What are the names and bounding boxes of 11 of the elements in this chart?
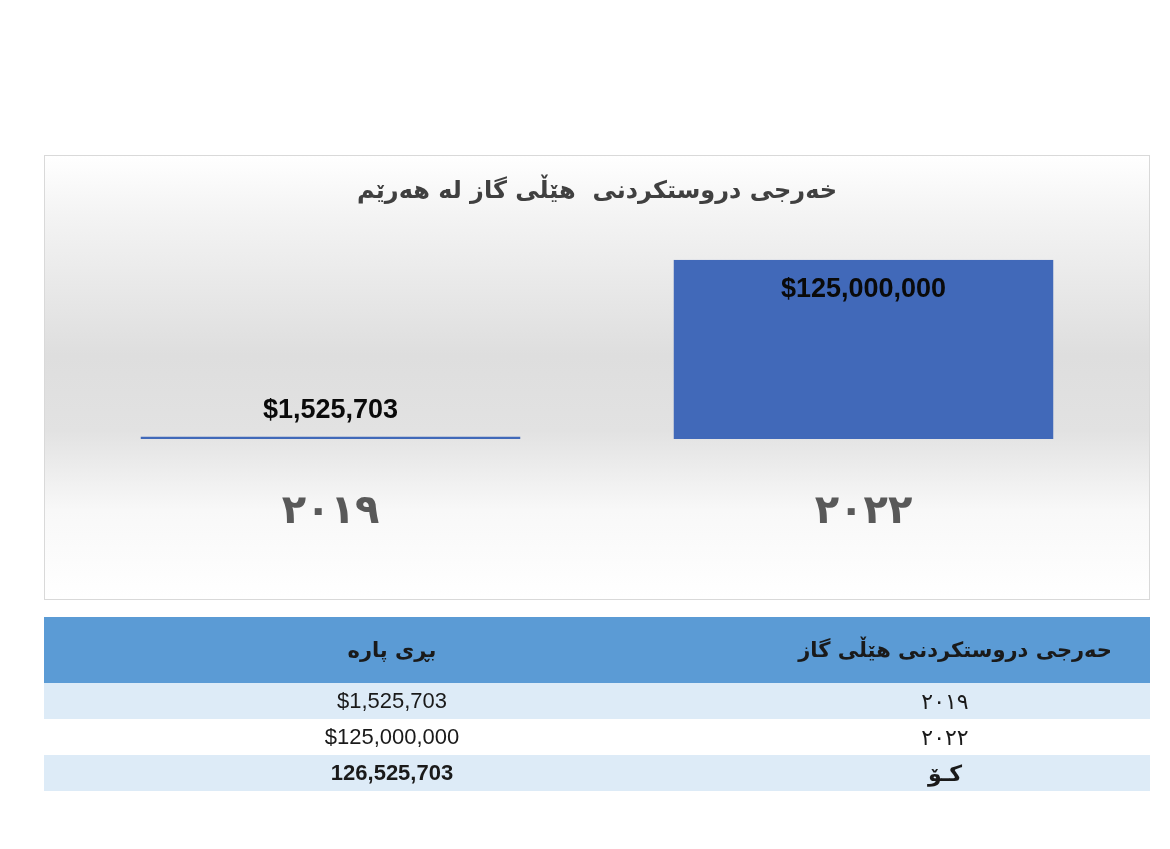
category-label: ٢٠١٩ — [921, 688, 969, 714]
data-label: $125,000,000 — [780, 273, 947, 304]
text: $125,000,000 — [324, 724, 460, 749]
text: 126,525,703 — [44, 755, 740, 791]
data-label: $1,525,703 — [262, 394, 399, 425]
category-label: ٢٠٢٢ — [921, 724, 969, 750]
text: بڕی پارە — [44, 617, 740, 683]
text: کـۆ — [740, 755, 1150, 791]
text: $1,525,703 — [336, 688, 448, 713]
text: حەرجی دروستکردنی هێڵی گاز — [740, 617, 1150, 683]
chart-title: خەرجی دروستکردنی هێڵی گاز لە هەرێم — [356, 173, 838, 204]
